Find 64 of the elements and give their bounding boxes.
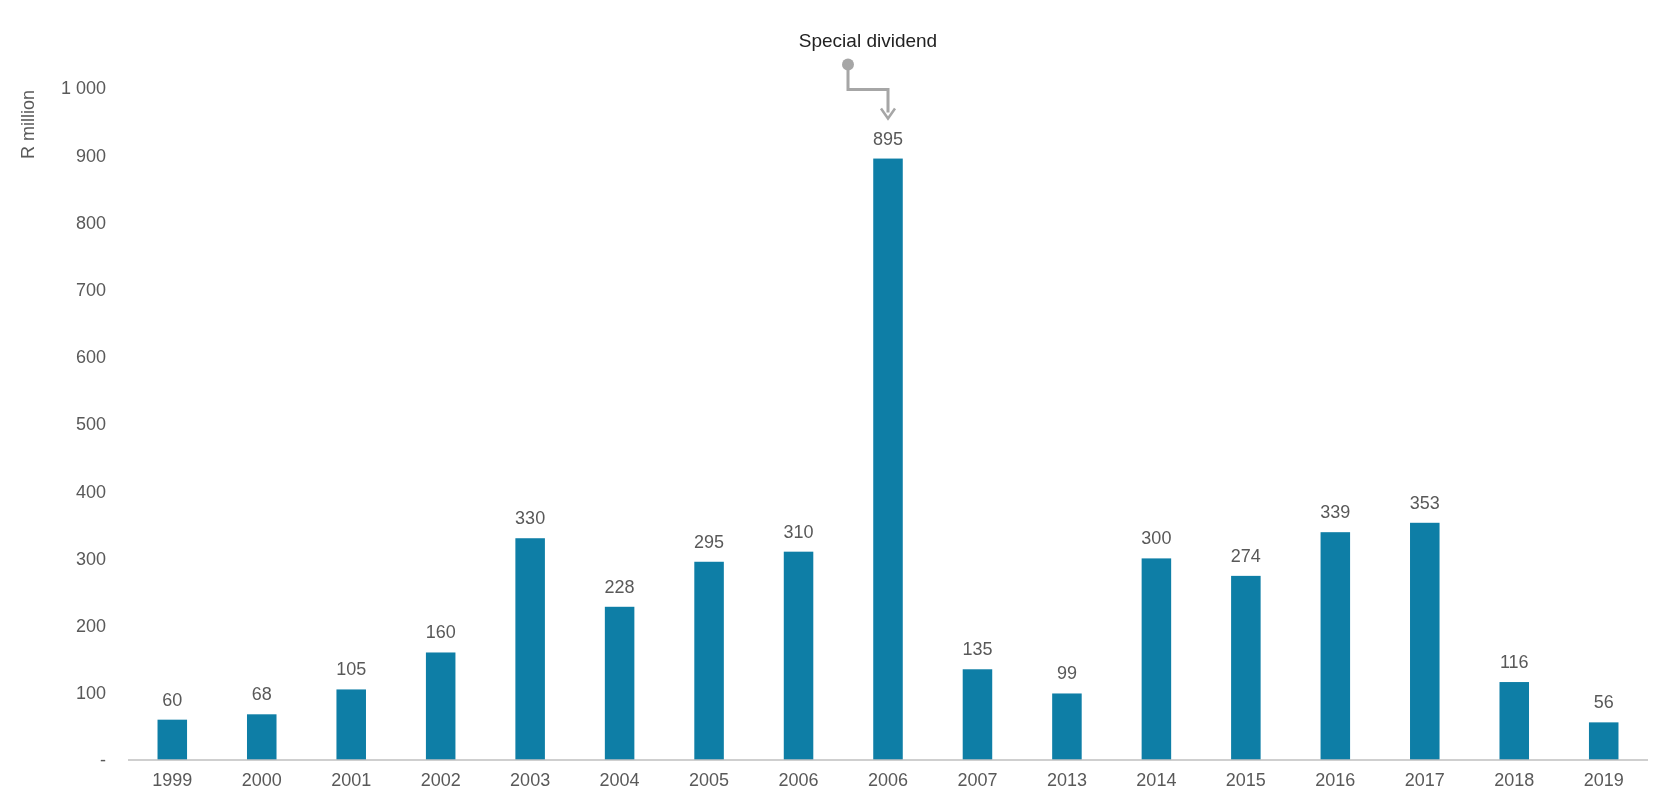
y-tick-label: 600 xyxy=(75,347,106,368)
x-tick-label: 2002 xyxy=(420,770,461,790)
data-label: 135 xyxy=(962,639,993,660)
y-tick-label: 700 xyxy=(75,279,106,300)
bar xyxy=(783,551,814,760)
x-tick-label: 2001 xyxy=(331,770,372,790)
text: Special dividend xyxy=(798,29,938,51)
x-tick-label: 2014 xyxy=(1136,770,1177,790)
bar xyxy=(604,606,635,760)
y-tick-label: 900 xyxy=(75,145,106,166)
data-label: 895 xyxy=(872,128,904,149)
bar xyxy=(962,669,993,760)
bar xyxy=(425,652,456,760)
data-label: 274 xyxy=(1230,545,1261,566)
bar xyxy=(1231,575,1261,760)
x-tick-label: 2003 xyxy=(510,770,551,790)
bar xyxy=(1320,532,1351,760)
x-tick-label: 2016 xyxy=(1315,770,1356,790)
data-label: 56 xyxy=(1593,692,1614,713)
data-label: 339 xyxy=(1320,502,1351,523)
y-tick-label: 100 xyxy=(75,683,106,704)
data-label: 160 xyxy=(425,622,456,643)
bar xyxy=(1410,522,1440,760)
x-tick-label: 2006 xyxy=(778,770,819,790)
data-label: 353 xyxy=(1409,492,1440,513)
y-tick-label: 1 000 xyxy=(60,78,106,99)
data-label: 68 xyxy=(251,684,272,705)
x-tick-label: 1999 xyxy=(152,770,193,790)
data-label: 295 xyxy=(694,531,725,552)
data-label: 310 xyxy=(783,521,814,542)
bar xyxy=(873,158,903,760)
x-tick-label: 2015 xyxy=(1225,770,1266,790)
y-tick-label: 800 xyxy=(75,212,106,233)
x-tick-label: 2017 xyxy=(1404,770,1445,790)
y-tick-label: 400 xyxy=(75,481,106,502)
x-tick-label: 2019 xyxy=(1583,770,1624,790)
y-tick-label: 200 xyxy=(75,615,106,636)
data-label: 228 xyxy=(604,576,635,597)
x-tick-label: 2018 xyxy=(1494,770,1535,790)
x-tick-label: 2007 xyxy=(957,770,998,790)
data-label: 116 xyxy=(1499,652,1529,673)
bar xyxy=(1141,558,1172,760)
x-tick-label: 2013 xyxy=(1046,770,1087,790)
bar xyxy=(1588,722,1619,760)
x-tick-label: 2005 xyxy=(689,770,730,790)
bar xyxy=(336,689,366,760)
data-label: 99 xyxy=(1056,663,1077,684)
bar xyxy=(246,714,277,760)
bar xyxy=(1052,693,1082,760)
y-tick-label: 300 xyxy=(75,548,106,569)
data-label: 300 xyxy=(1141,528,1172,549)
data-label: 105 xyxy=(336,659,367,680)
bar xyxy=(515,538,545,760)
x-tick-label: 2006 xyxy=(867,770,909,790)
bar xyxy=(157,719,188,760)
data-label: 330 xyxy=(515,508,546,529)
y-tick-label: 500 xyxy=(75,414,106,435)
y-axis-title: R million xyxy=(18,90,38,160)
x-tick-label: 2000 xyxy=(241,770,282,790)
y-tick-label: - xyxy=(100,750,106,771)
x-tick-label: 2004 xyxy=(599,770,640,790)
data-label: 60 xyxy=(162,689,183,710)
bar xyxy=(1499,682,1530,760)
bar xyxy=(694,561,724,760)
